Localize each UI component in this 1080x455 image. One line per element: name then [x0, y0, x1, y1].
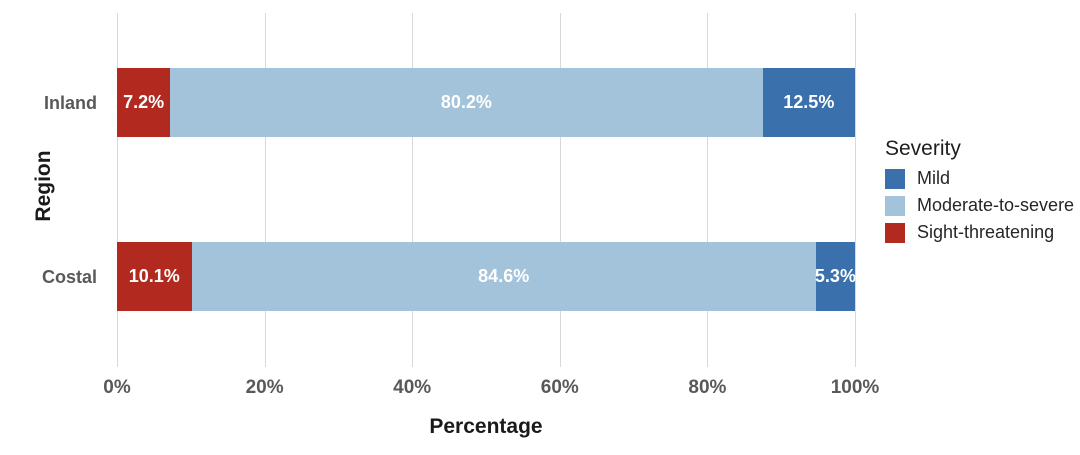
gridline: [264, 13, 266, 367]
x-tick-label: 60%: [540, 377, 579, 398]
x-tick-label: 100%: [830, 377, 880, 398]
bar-segment: 10.1%: [117, 242, 192, 311]
bar-segment-label: 84.6%: [478, 266, 530, 286]
x-tick-label: 40%: [393, 377, 432, 398]
legend-item-label: Sight-threatening: [917, 222, 1055, 242]
legend: Severity Mild Moderate-to-severe Sight-thr…: [885, 137, 1074, 243]
bar-row: 10.1% 84.6% 5.3%: [117, 242, 856, 311]
bar-segment: 80.2%: [170, 68, 763, 137]
bar-segment: 84.6%: [191, 242, 816, 311]
bar-segment: 7.2%: [117, 68, 171, 137]
legend-title: Severity: [885, 137, 961, 160]
x-tick-label: 80%: [688, 377, 727, 398]
bar-row: 7.2% 80.2% 12.5%: [117, 68, 855, 137]
legend-swatch-icon: [885, 222, 905, 243]
category-label: Inland: [44, 92, 97, 113]
bar-segment-label: 80.2%: [440, 92, 492, 112]
bar-segment-label: 5.3%: [814, 266, 856, 286]
x-axis-title: Percentage: [429, 415, 543, 438]
legend-swatch-icon: [885, 195, 905, 216]
bar-segment-label: 10.1%: [128, 266, 180, 286]
legend-swatch-icon: [885, 168, 905, 189]
bar-segment-label: 7.2%: [123, 92, 165, 112]
legend-item: Moderate-to-severe: [885, 195, 1074, 216]
y-axis-title: Region: [32, 150, 55, 222]
category-label: Costal: [41, 266, 97, 287]
legend-item-label: Mild: [917, 168, 951, 188]
legend-items: Mild Moderate-to-severe Sight-threatening: [885, 168, 1074, 243]
gridline: [412, 13, 414, 367]
gridline: [559, 13, 561, 367]
legend-item: Sight-threatening: [885, 222, 1074, 243]
gridline: [117, 13, 118, 367]
gridline: [707, 13, 709, 367]
legend-item-label: Moderate-to-severe: [917, 195, 1075, 215]
legend-item: Mild: [885, 168, 1074, 189]
plot-area: 7.2% 80.2% 12.5% 10.1% 84.6% 5.3%: [117, 13, 856, 367]
bar-segment: 12.5%: [762, 68, 855, 137]
x-tick-label: 0%: [103, 377, 131, 398]
gridline: [855, 13, 856, 367]
x-tick-label: 20%: [245, 377, 284, 398]
bar-segment-label: 12.5%: [783, 92, 835, 112]
bar-segment: 5.3%: [814, 242, 856, 311]
